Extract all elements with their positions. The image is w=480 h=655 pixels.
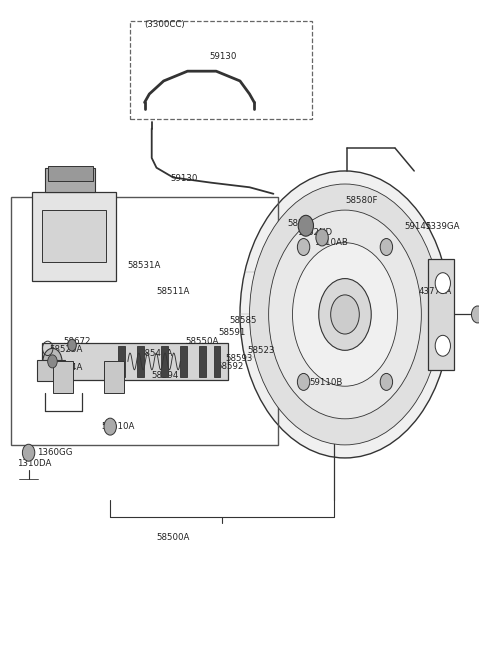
Text: 58510A: 58510A (102, 422, 135, 431)
Text: (3300CC): (3300CC) (144, 20, 185, 29)
Bar (48, 166, 93, 181)
Bar (37, 360, 65, 381)
Bar (45, 168, 96, 193)
Text: 58514A: 58514A (49, 364, 83, 373)
Bar (161, 346, 168, 377)
Text: 58580F: 58580F (345, 196, 377, 205)
Circle shape (471, 306, 480, 323)
Bar (118, 346, 125, 377)
Text: 58593: 58593 (226, 354, 253, 364)
Text: 59130: 59130 (171, 174, 198, 183)
Text: 1710AB: 1710AB (314, 238, 348, 247)
Bar (130, 21, 312, 119)
Bar (428, 259, 454, 370)
Bar (137, 346, 144, 377)
Text: 1310DA: 1310DA (17, 458, 51, 468)
Circle shape (240, 171, 450, 458)
Text: 58585: 58585 (229, 316, 257, 326)
Bar (199, 346, 206, 377)
Circle shape (23, 444, 35, 461)
Bar (42, 343, 228, 380)
Text: 58672: 58672 (63, 337, 91, 346)
Circle shape (435, 272, 450, 293)
Circle shape (269, 210, 421, 419)
Bar (53, 362, 73, 393)
Circle shape (380, 238, 393, 255)
Text: 58591: 58591 (218, 328, 246, 337)
Circle shape (298, 238, 310, 255)
Circle shape (292, 243, 397, 386)
Circle shape (380, 373, 393, 390)
Text: 58581: 58581 (288, 219, 315, 228)
Circle shape (319, 278, 371, 350)
Bar (33, 193, 116, 280)
Text: 58550A: 58550A (185, 337, 218, 346)
Bar (214, 346, 220, 377)
Bar (104, 362, 124, 393)
Text: 58531A: 58531A (128, 261, 161, 270)
Text: 1360GG: 1360GG (37, 448, 72, 457)
Circle shape (435, 335, 450, 356)
Circle shape (331, 295, 360, 334)
Bar (180, 346, 187, 377)
Text: 59145: 59145 (405, 222, 432, 231)
Bar (42, 210, 107, 262)
Circle shape (43, 348, 62, 375)
Text: 58500A: 58500A (156, 533, 190, 542)
Text: 1339GA: 1339GA (425, 222, 460, 231)
Text: 58592: 58592 (216, 362, 243, 371)
Circle shape (250, 184, 441, 445)
Text: 58540A: 58540A (140, 349, 173, 358)
Circle shape (104, 418, 116, 435)
Text: 59130: 59130 (209, 52, 236, 61)
Bar (11, 197, 278, 445)
Circle shape (48, 355, 57, 368)
Text: 58594: 58594 (152, 371, 179, 381)
Text: 43779A: 43779A (419, 287, 452, 296)
Circle shape (68, 339, 76, 351)
Text: 58523: 58523 (247, 346, 275, 355)
Text: 58511A: 58511A (156, 287, 190, 296)
Circle shape (316, 229, 328, 246)
Circle shape (298, 215, 313, 236)
Text: 59110B: 59110B (309, 379, 343, 388)
Circle shape (298, 373, 310, 390)
Text: 58525A: 58525A (49, 345, 83, 354)
Text: 1362ND: 1362ND (297, 229, 332, 237)
